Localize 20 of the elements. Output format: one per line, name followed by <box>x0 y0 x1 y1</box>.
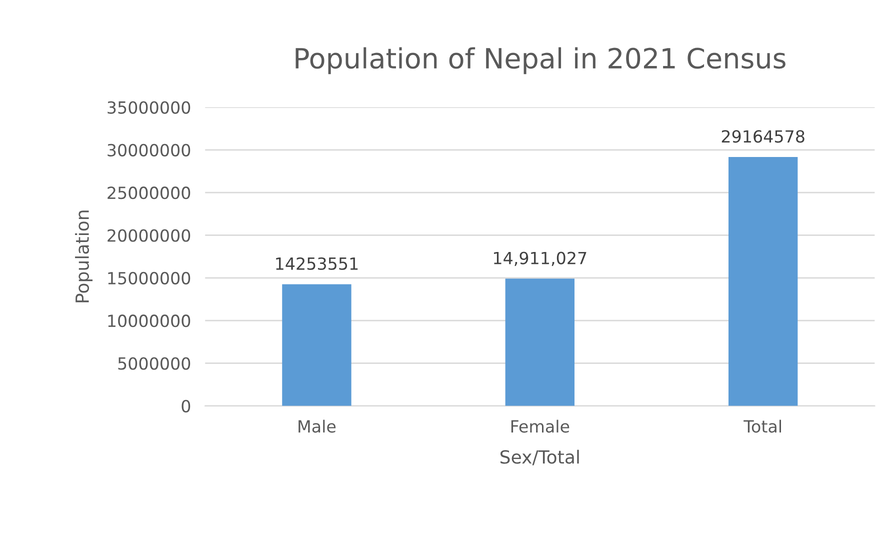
y-tick-label: 10000000 <box>108 314 190 328</box>
data-label: 29164578 <box>722 130 804 143</box>
x-tick-label: Male <box>298 420 336 433</box>
x-axis-title: Sex/Total <box>500 450 579 466</box>
x-tick-label: Total <box>744 420 781 433</box>
y-tick-label: 25000000 <box>108 186 190 200</box>
chart-title: Population of Nepal in 2021 Census <box>296 47 786 74</box>
y-tick-label: 15000000 <box>108 272 190 284</box>
y-tick-label: 5000000 <box>118 357 190 370</box>
y-axis-title: Population <box>75 210 93 302</box>
data-label: 14,911,027 <box>494 252 586 266</box>
y-tick-label: 30000000 <box>108 144 190 156</box>
y-tick-label: 35000000 <box>108 101 190 114</box>
x-tick-label: Female <box>511 420 570 433</box>
bar <box>728 157 798 406</box>
data-label: 14253551 <box>276 257 358 270</box>
y-tick-label: 20000000 <box>108 229 190 242</box>
bar <box>282 284 352 406</box>
y-tick-label: 0 <box>182 400 190 412</box>
bar <box>505 278 574 406</box>
